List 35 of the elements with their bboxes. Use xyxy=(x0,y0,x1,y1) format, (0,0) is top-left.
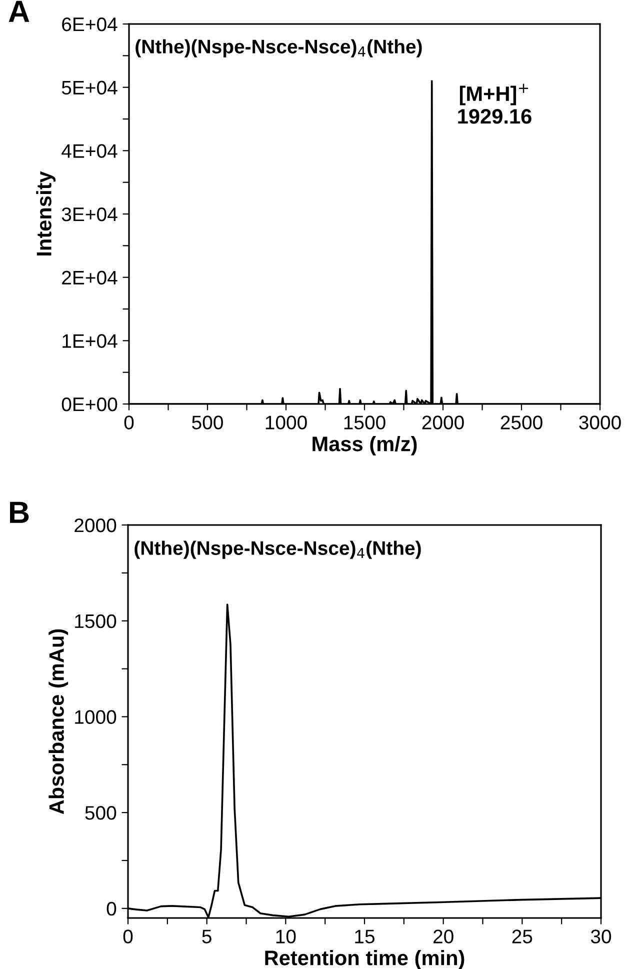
annotation: [M+H]$^{+}$ 1929.16 xyxy=(458,84,532,124)
x-tick-label: 25 xyxy=(512,930,532,944)
annotation: (Nthe)(Nspe-Nsce-Nsce)$_{4}$(Nthe) xyxy=(136,39,422,58)
x-tick-label: 30 xyxy=(590,930,612,944)
x-tick-label: 0 xyxy=(123,930,133,944)
y-tick-label: 1E+04 xyxy=(62,334,118,348)
y-tick-label: 3E+04 xyxy=(62,207,118,222)
x-tick-label: 10 xyxy=(276,930,296,944)
x-tick-label: 3000 xyxy=(579,416,621,430)
x-tick-label: 2500 xyxy=(500,416,542,430)
y-tick-label: 0 xyxy=(106,902,116,916)
text: B xyxy=(10,502,29,523)
y-tick-label: 1000 xyxy=(75,710,116,724)
y-tick-label: 5E+04 xyxy=(62,80,118,95)
y-tick-label: 2000 xyxy=(74,518,116,532)
x-tick-label: 20 xyxy=(434,930,454,944)
x-axis-title: Mass (m/z) xyxy=(312,436,417,456)
y-tick-label: 1500 xyxy=(75,614,116,628)
y-tick-label: 0E+00 xyxy=(62,397,118,412)
y-tick-label: 500 xyxy=(85,806,116,820)
x-tick-label: 500 xyxy=(192,416,223,430)
x-tick-label: 1500 xyxy=(344,416,386,430)
annotation: (Nthe)(Nspe-Nsce-Nsce)$_{4}$(Nthe) xyxy=(134,540,421,559)
y-axis-title: Absorbance (mAu) xyxy=(48,629,68,814)
y-axis-title: Intensity xyxy=(36,171,56,256)
y-tick-label: 2E+04 xyxy=(62,270,118,285)
y-tick-label: 6E+04 xyxy=(62,17,118,32)
x-axis-title: Retention time (min) xyxy=(265,950,464,969)
y-tick-label: 4E+04 xyxy=(62,144,118,158)
x-tick-label: 5 xyxy=(202,930,212,944)
x-tick-label: 0 xyxy=(124,416,134,430)
text: A xyxy=(8,0,30,22)
x-tick-label: 15 xyxy=(355,930,374,944)
x-tick-label: 1000 xyxy=(266,416,307,430)
x-tick-label: 2000 xyxy=(422,416,464,430)
